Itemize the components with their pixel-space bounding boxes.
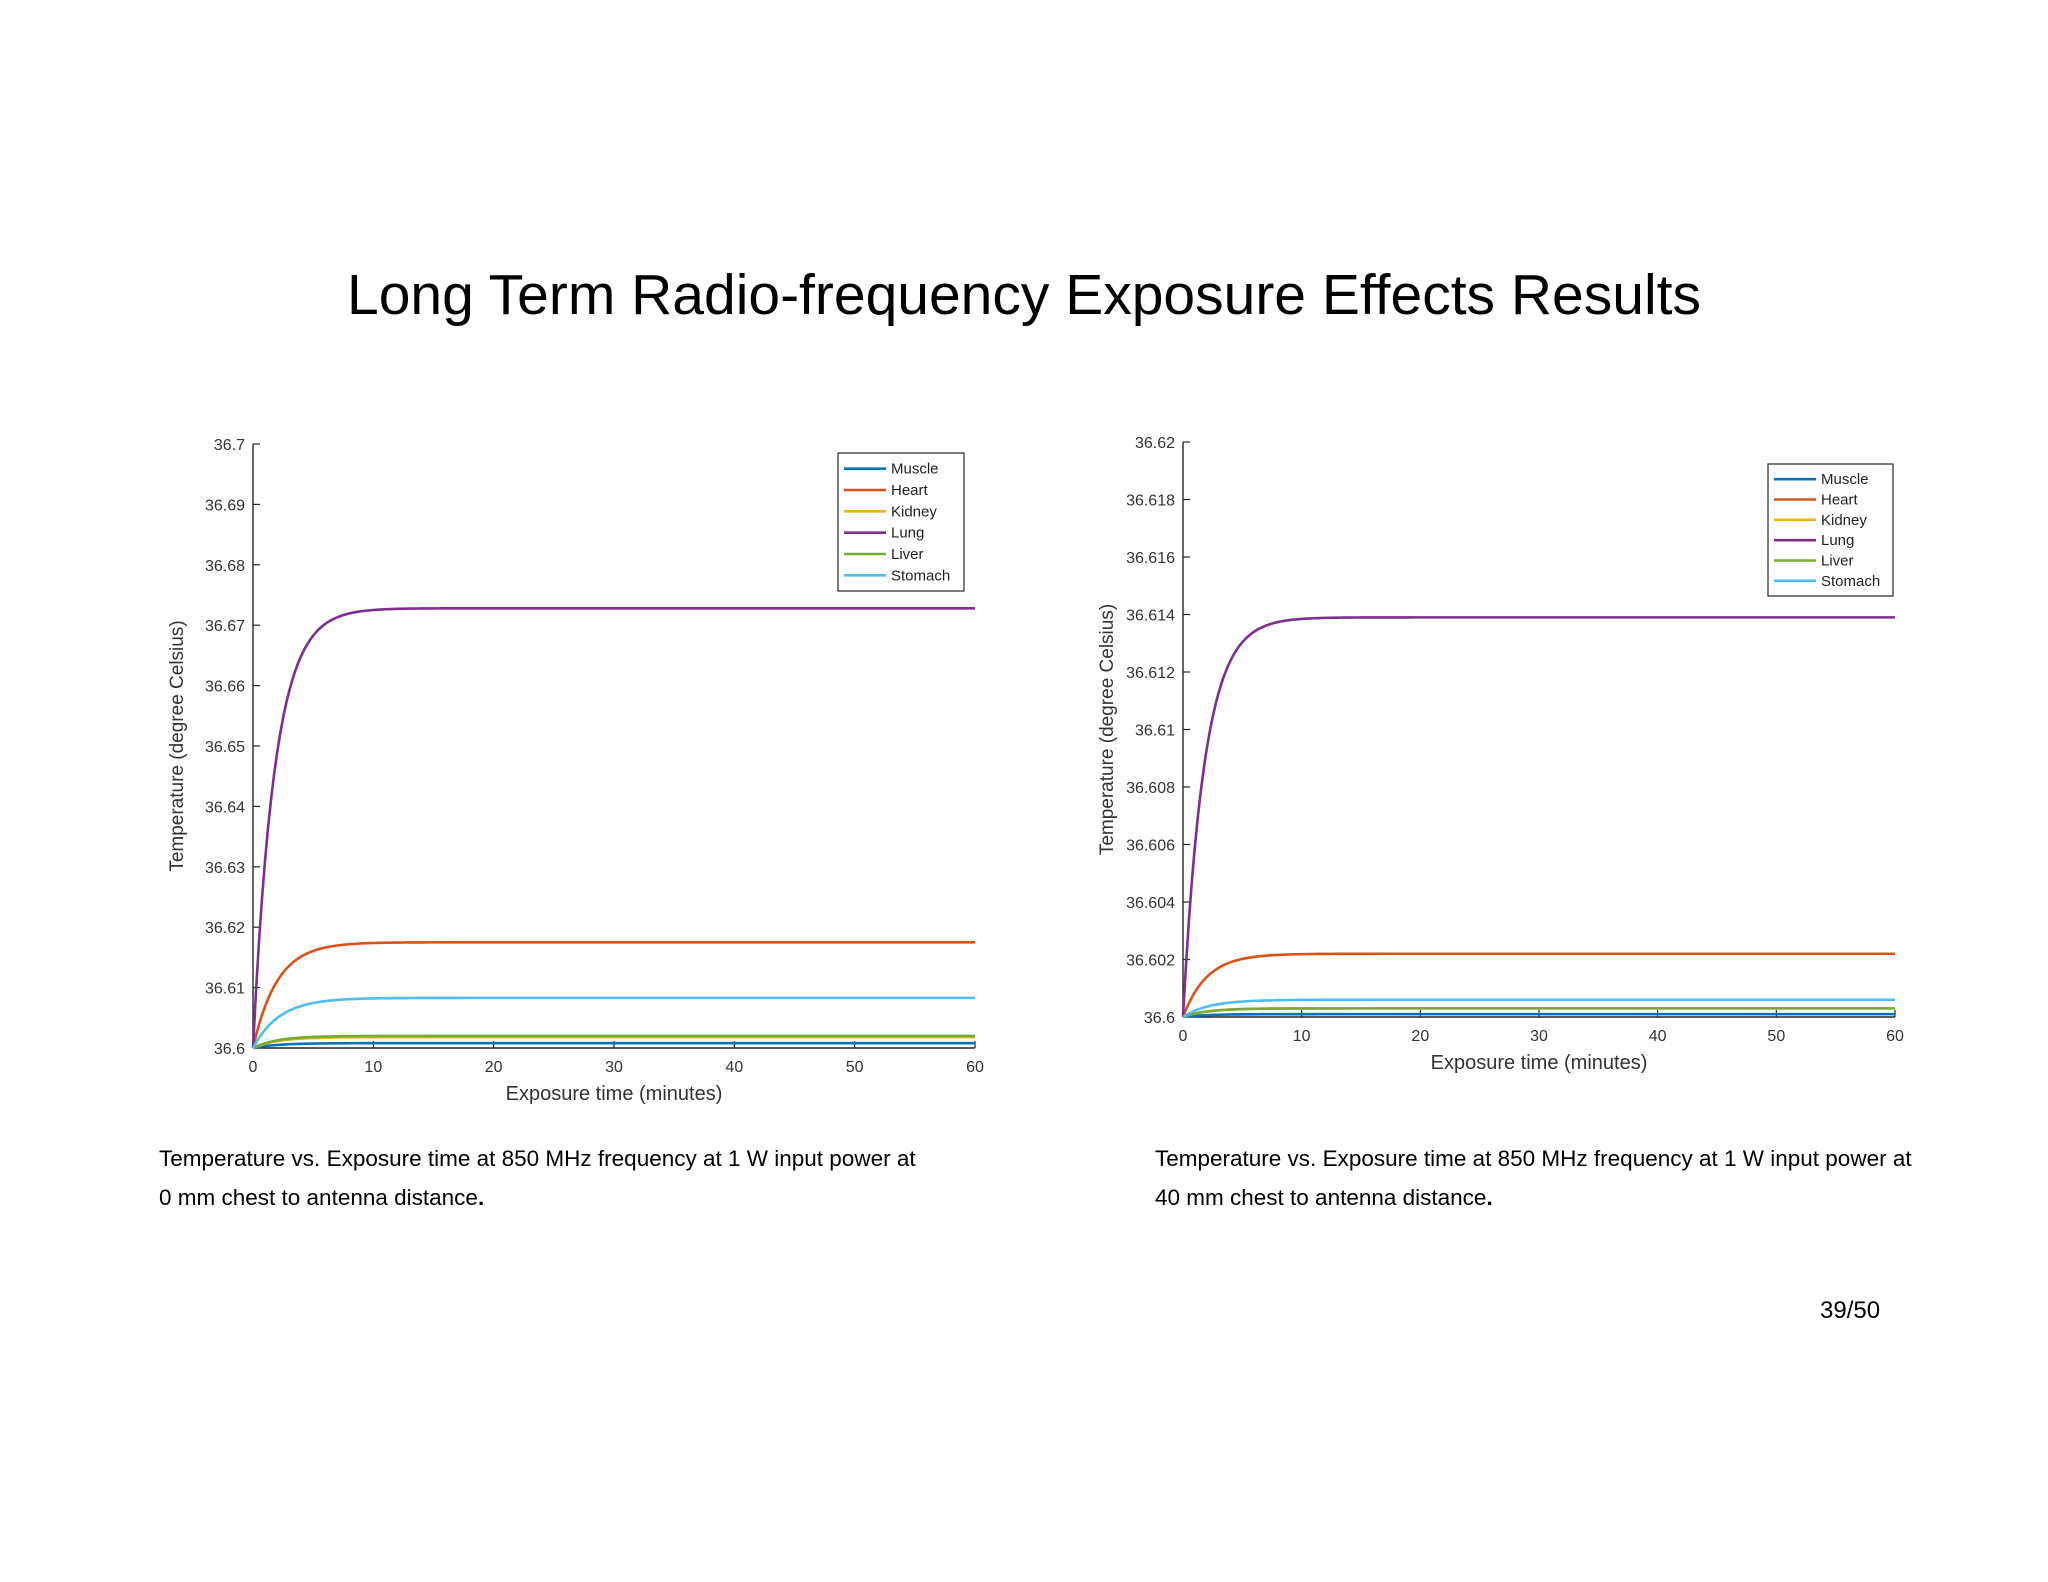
y-tick-label: 36.618 (1126, 493, 1175, 510)
y-tick-label: 36.612 (1126, 665, 1175, 682)
caption-line-2-text: 0 mm chest to antenna distance (159, 1185, 478, 1210)
x-tick-label: 50 (846, 1059, 864, 1076)
y-axis-label: Temperature (degree Celsius) (1097, 604, 1118, 855)
y-tick-label: 36.68 (205, 558, 245, 575)
series-line-stomach (251, 996, 975, 1049)
legend-label-kidney: Kidney (1821, 512, 1867, 529)
x-tick-label: 60 (1886, 1028, 1904, 1045)
x-tick-label: 60 (966, 1059, 984, 1076)
y-tick-label: 36.66 (205, 679, 245, 696)
caption-0mm: Temperature vs. Exposure time at 850 MHz… (159, 1139, 916, 1217)
series-line-muscle (252, 1041, 975, 1050)
x-tick-label: 50 (1767, 1028, 1785, 1045)
slide-title: Long Term Radio-frequency Exposure Effec… (347, 263, 1701, 327)
caption-line-2: 0 mm chest to antenna distance. (159, 1178, 916, 1217)
legend-box (837, 452, 965, 592)
caption-40mm: Temperature vs. Exposure time at 850 MHz… (1155, 1139, 1912, 1217)
caption-period: . (477, 1185, 485, 1210)
legend-label-muscle: Muscle (1821, 471, 1869, 488)
x-tick-label: 30 (1530, 1028, 1548, 1045)
series-line-heart (1181, 952, 1895, 1018)
y-tick-label: 36.64 (205, 799, 245, 816)
y-tick-label: 36.62 (1135, 435, 1175, 452)
legend-label-lung: Lung (891, 525, 924, 542)
x-tick-label: 0 (249, 1059, 258, 1076)
caption-line-1: Temperature vs. Exposure time at 850 MHz… (1155, 1146, 1912, 1171)
y-tick-label: 36.616 (1126, 550, 1175, 567)
x-tick-label: 40 (1649, 1028, 1667, 1045)
y-tick-label: 36.67 (205, 618, 245, 635)
x-tick-label: 10 (364, 1059, 382, 1076)
y-tick-label: 36.63 (205, 860, 245, 877)
legend-label-stomach: Stomach (1821, 573, 1880, 590)
legend-label-kidney: Kidney (891, 503, 937, 520)
y-tick-label: 36.61 (205, 981, 245, 998)
x-tick-label: 10 (1293, 1028, 1311, 1045)
y-tick-label: 36.614 (1126, 608, 1175, 625)
x-axis-label: Exposure time (minutes) (506, 1083, 723, 1105)
x-tick-label: 30 (605, 1059, 623, 1076)
legend-label-heart: Heart (891, 482, 929, 499)
x-axis-label: Exposure time (minutes) (1431, 1052, 1648, 1074)
x-tick-label: 20 (485, 1059, 503, 1076)
y-tick-label: 36.6 (214, 1041, 245, 1058)
series-line-lung (1181, 616, 1895, 1018)
legend-label-lung: Lung (1821, 532, 1854, 549)
chart-0mm: 36.6 36.61 36.62 36.63 36.64 36.65 36.66 36.67 3… (167, 437, 984, 1105)
series-line-lung (251, 606, 975, 1049)
y-tick-label: 36.602 (1126, 953, 1175, 970)
x-tick-label: 40 (725, 1059, 743, 1076)
y-tick-label: 36.608 (1126, 780, 1175, 797)
page-number: 39/50 (1820, 1297, 1881, 1324)
y-tick-label: 36.62 (205, 920, 245, 937)
legend-label-muscle: Muscle (891, 461, 939, 478)
legend-label-liver: Liver (891, 546, 924, 563)
y-tick-label: 36.606 (1126, 838, 1175, 855)
y-tick-label: 36.69 (205, 497, 245, 514)
y-tick-label: 36.604 (1126, 895, 1175, 912)
caption-period: . (1486, 1185, 1493, 1210)
caption-line-2: 40 mm chest to antenna distance. (1155, 1178, 1912, 1217)
y-tick-label: 36.6 (1144, 1010, 1175, 1027)
y-tick-label: 36.65 (205, 739, 245, 756)
y-tick-label: 36.61 (1135, 723, 1175, 740)
y-tick-label: 36.7 (214, 437, 245, 454)
series-line-liver (252, 1034, 975, 1050)
x-tick-label: 0 (1179, 1028, 1188, 1045)
series-line-heart (251, 940, 975, 1049)
caption-line-1: Temperature vs. Exposure time at 850 MHz… (159, 1146, 916, 1171)
series-line-stomach (1182, 998, 1895, 1019)
legend-label-heart: Heart (1821, 492, 1859, 509)
legend-label-stomach: Stomach (891, 567, 950, 584)
series-line-muscle (1182, 1012, 1895, 1019)
chart-40mm: 36.6 36.602 36.604 36.606 36.608 36.61 36.612 3… (1097, 435, 1904, 1074)
legend-box (1767, 463, 1894, 597)
series-line-liver (1182, 1007, 1895, 1019)
x-tick-label: 20 (1411, 1028, 1429, 1045)
y-axis-label: Temperature (degree Celsius) (167, 620, 188, 871)
caption-line-2-text: 40 mm chest to antenna distance (1155, 1185, 1487, 1210)
legend-label-liver: Liver (1821, 553, 1854, 570)
